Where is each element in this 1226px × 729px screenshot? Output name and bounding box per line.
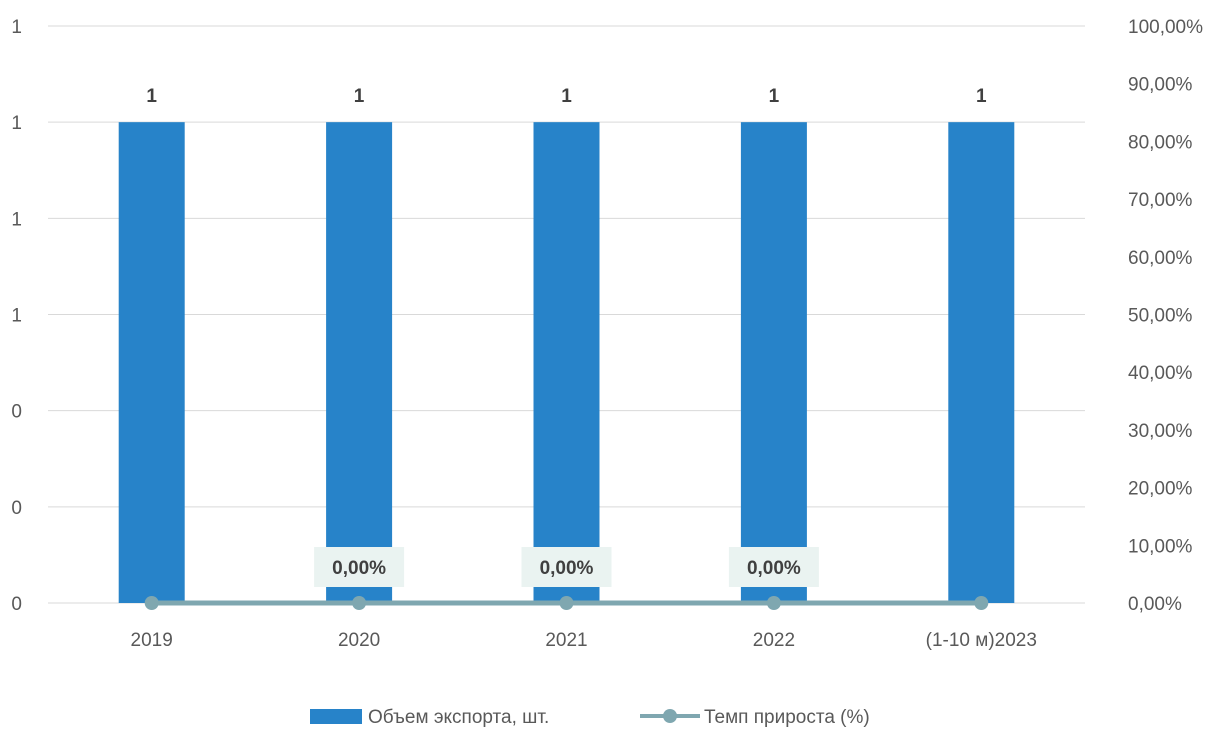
line-label-text: 0,00% [747,558,801,579]
bar [740,122,807,604]
left-tick-label: 0 [11,402,22,423]
right-tick-label: 20,00% [1128,479,1193,500]
legend-swatch-marker [663,709,677,723]
line-point [352,596,367,610]
right-tick-label: 40,00% [1128,363,1193,384]
line-point [144,596,159,610]
left-tick-label: 0 [11,498,22,519]
legend-swatch-bar [310,709,362,724]
left-tick-label: 0 [11,594,22,615]
right-tick-label: 90,00% [1128,75,1193,96]
bar-value-label: 1 [146,86,157,107]
x-axis: 2019 2020 2021 2022 (1-10 м)2023 [131,630,1037,651]
legend-label-line: Темп прироста (%) [704,707,870,728]
right-tick-label: 30,00% [1128,421,1193,442]
x-tick-label: 2019 [131,630,173,651]
bar [118,122,185,604]
bar-value-label: 1 [976,86,987,107]
x-tick-label: 2020 [338,630,380,651]
bar-value-label: 1 [769,86,780,107]
right-tick-label: 100,00% [1128,17,1203,38]
line-value-label: 0,00% [521,547,612,587]
line-label-box [728,547,819,587]
line-series [144,596,989,610]
bar [326,122,393,604]
x-tick-label: 2021 [545,630,587,651]
right-tick-label: 60,00% [1128,248,1193,269]
right-tick-label: 50,00% [1128,306,1193,327]
bar-series [118,122,1015,604]
line-point [974,596,989,610]
bar-value-label: 1 [561,86,572,107]
legend: Объем экспорта, шт. Темп прироста (%) [310,707,870,728]
left-tick-label: 1 [11,113,22,134]
line-point [559,596,574,610]
line-data-labels: 0,00% 0,00% 0,00% [314,547,819,587]
line-label-text: 0,00% [332,558,386,579]
bar-value-label: 1 [354,86,365,107]
left-tick-label: 1 [11,306,22,327]
bar [533,122,600,604]
line-value-label: 0,00% [728,547,819,587]
x-tick-label: 2022 [753,630,795,651]
right-tick-label: 10,00% [1128,536,1193,557]
legend-label-bar: Объем экспорта, шт. [368,707,549,728]
line-label-box [521,547,612,587]
left-y-axis: 0 0 0 1 1 1 1 [11,17,22,615]
right-y-axis: 0,00% 10,00% 20,00% 30,00% 40,00% 50,00% 60,00… [1128,17,1203,615]
right-tick-label: 0,00% [1128,594,1182,615]
line-label-box [314,547,405,587]
left-tick-label: 1 [11,17,22,38]
x-tick-label: (1-10 м)2023 [926,630,1037,651]
line-point [766,596,781,610]
right-tick-label: 70,00% [1128,190,1193,211]
bar [948,122,1015,604]
left-tick-label: 1 [11,209,22,230]
right-tick-label: 80,00% [1128,132,1193,153]
bar-data-labels: 1 1 1 1 1 [146,86,987,107]
line-label-text: 0,00% [540,558,594,579]
line-value-label: 0,00% [314,547,405,587]
